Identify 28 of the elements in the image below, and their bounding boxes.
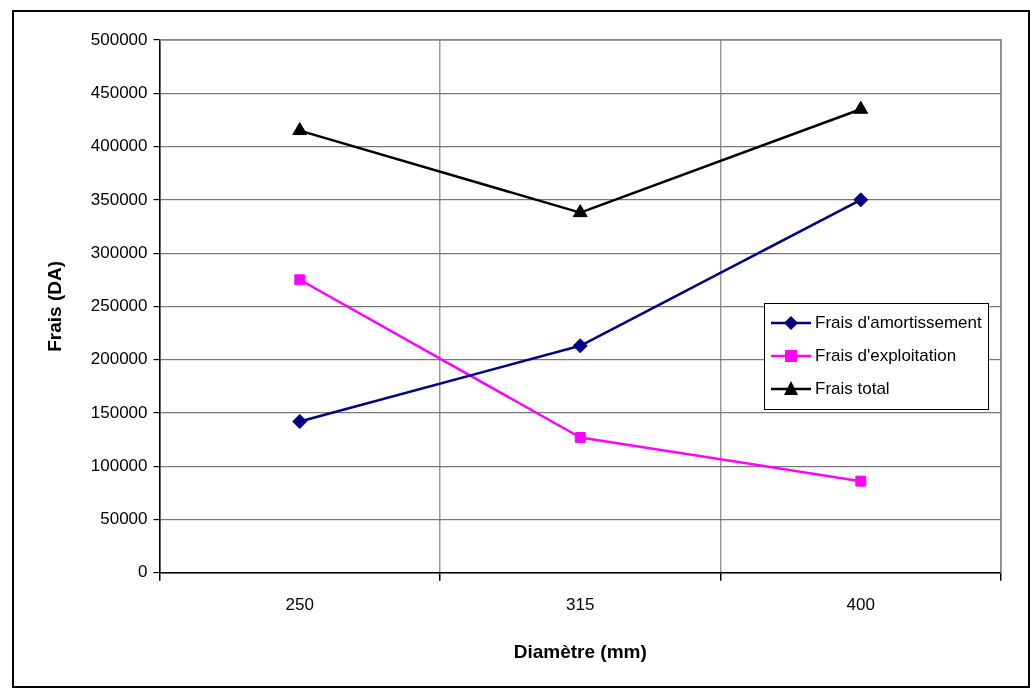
point bbox=[855, 475, 867, 487]
legend-label: Frais d'amortissement bbox=[815, 313, 982, 334]
point bbox=[292, 122, 308, 136]
x-tick-label: 315 bbox=[566, 594, 595, 614]
legend-label: Frais total bbox=[815, 379, 890, 400]
y-tick-label: 250000 bbox=[90, 296, 148, 316]
y-tick-label: 500000 bbox=[90, 29, 148, 49]
y-tick-label: 200000 bbox=[90, 349, 148, 369]
x-tick-label: 400 bbox=[846, 594, 875, 614]
y-tick-label: 400000 bbox=[90, 136, 148, 156]
point bbox=[572, 338, 588, 354]
y-tick-label: 0 bbox=[138, 562, 148, 582]
point bbox=[574, 432, 586, 443]
y-tick-label: 350000 bbox=[90, 189, 148, 209]
y-tick-label: 300000 bbox=[90, 242, 148, 262]
point bbox=[294, 274, 306, 286]
y-tick-label: 50000 bbox=[100, 509, 148, 529]
x-axis-title: Diamètre (mm) bbox=[513, 640, 647, 662]
point bbox=[292, 413, 308, 429]
y-tick-label: 450000 bbox=[90, 82, 148, 102]
y-axis-title: Frais (DA) bbox=[43, 261, 65, 352]
x-tick-label: 250 bbox=[285, 594, 314, 614]
point bbox=[853, 192, 869, 208]
y-tick-label: 100000 bbox=[90, 455, 148, 475]
point bbox=[572, 204, 588, 218]
legend-label: Frais d'exploitation bbox=[815, 346, 957, 367]
y-tick-label: 150000 bbox=[90, 402, 148, 422]
point bbox=[853, 100, 869, 114]
